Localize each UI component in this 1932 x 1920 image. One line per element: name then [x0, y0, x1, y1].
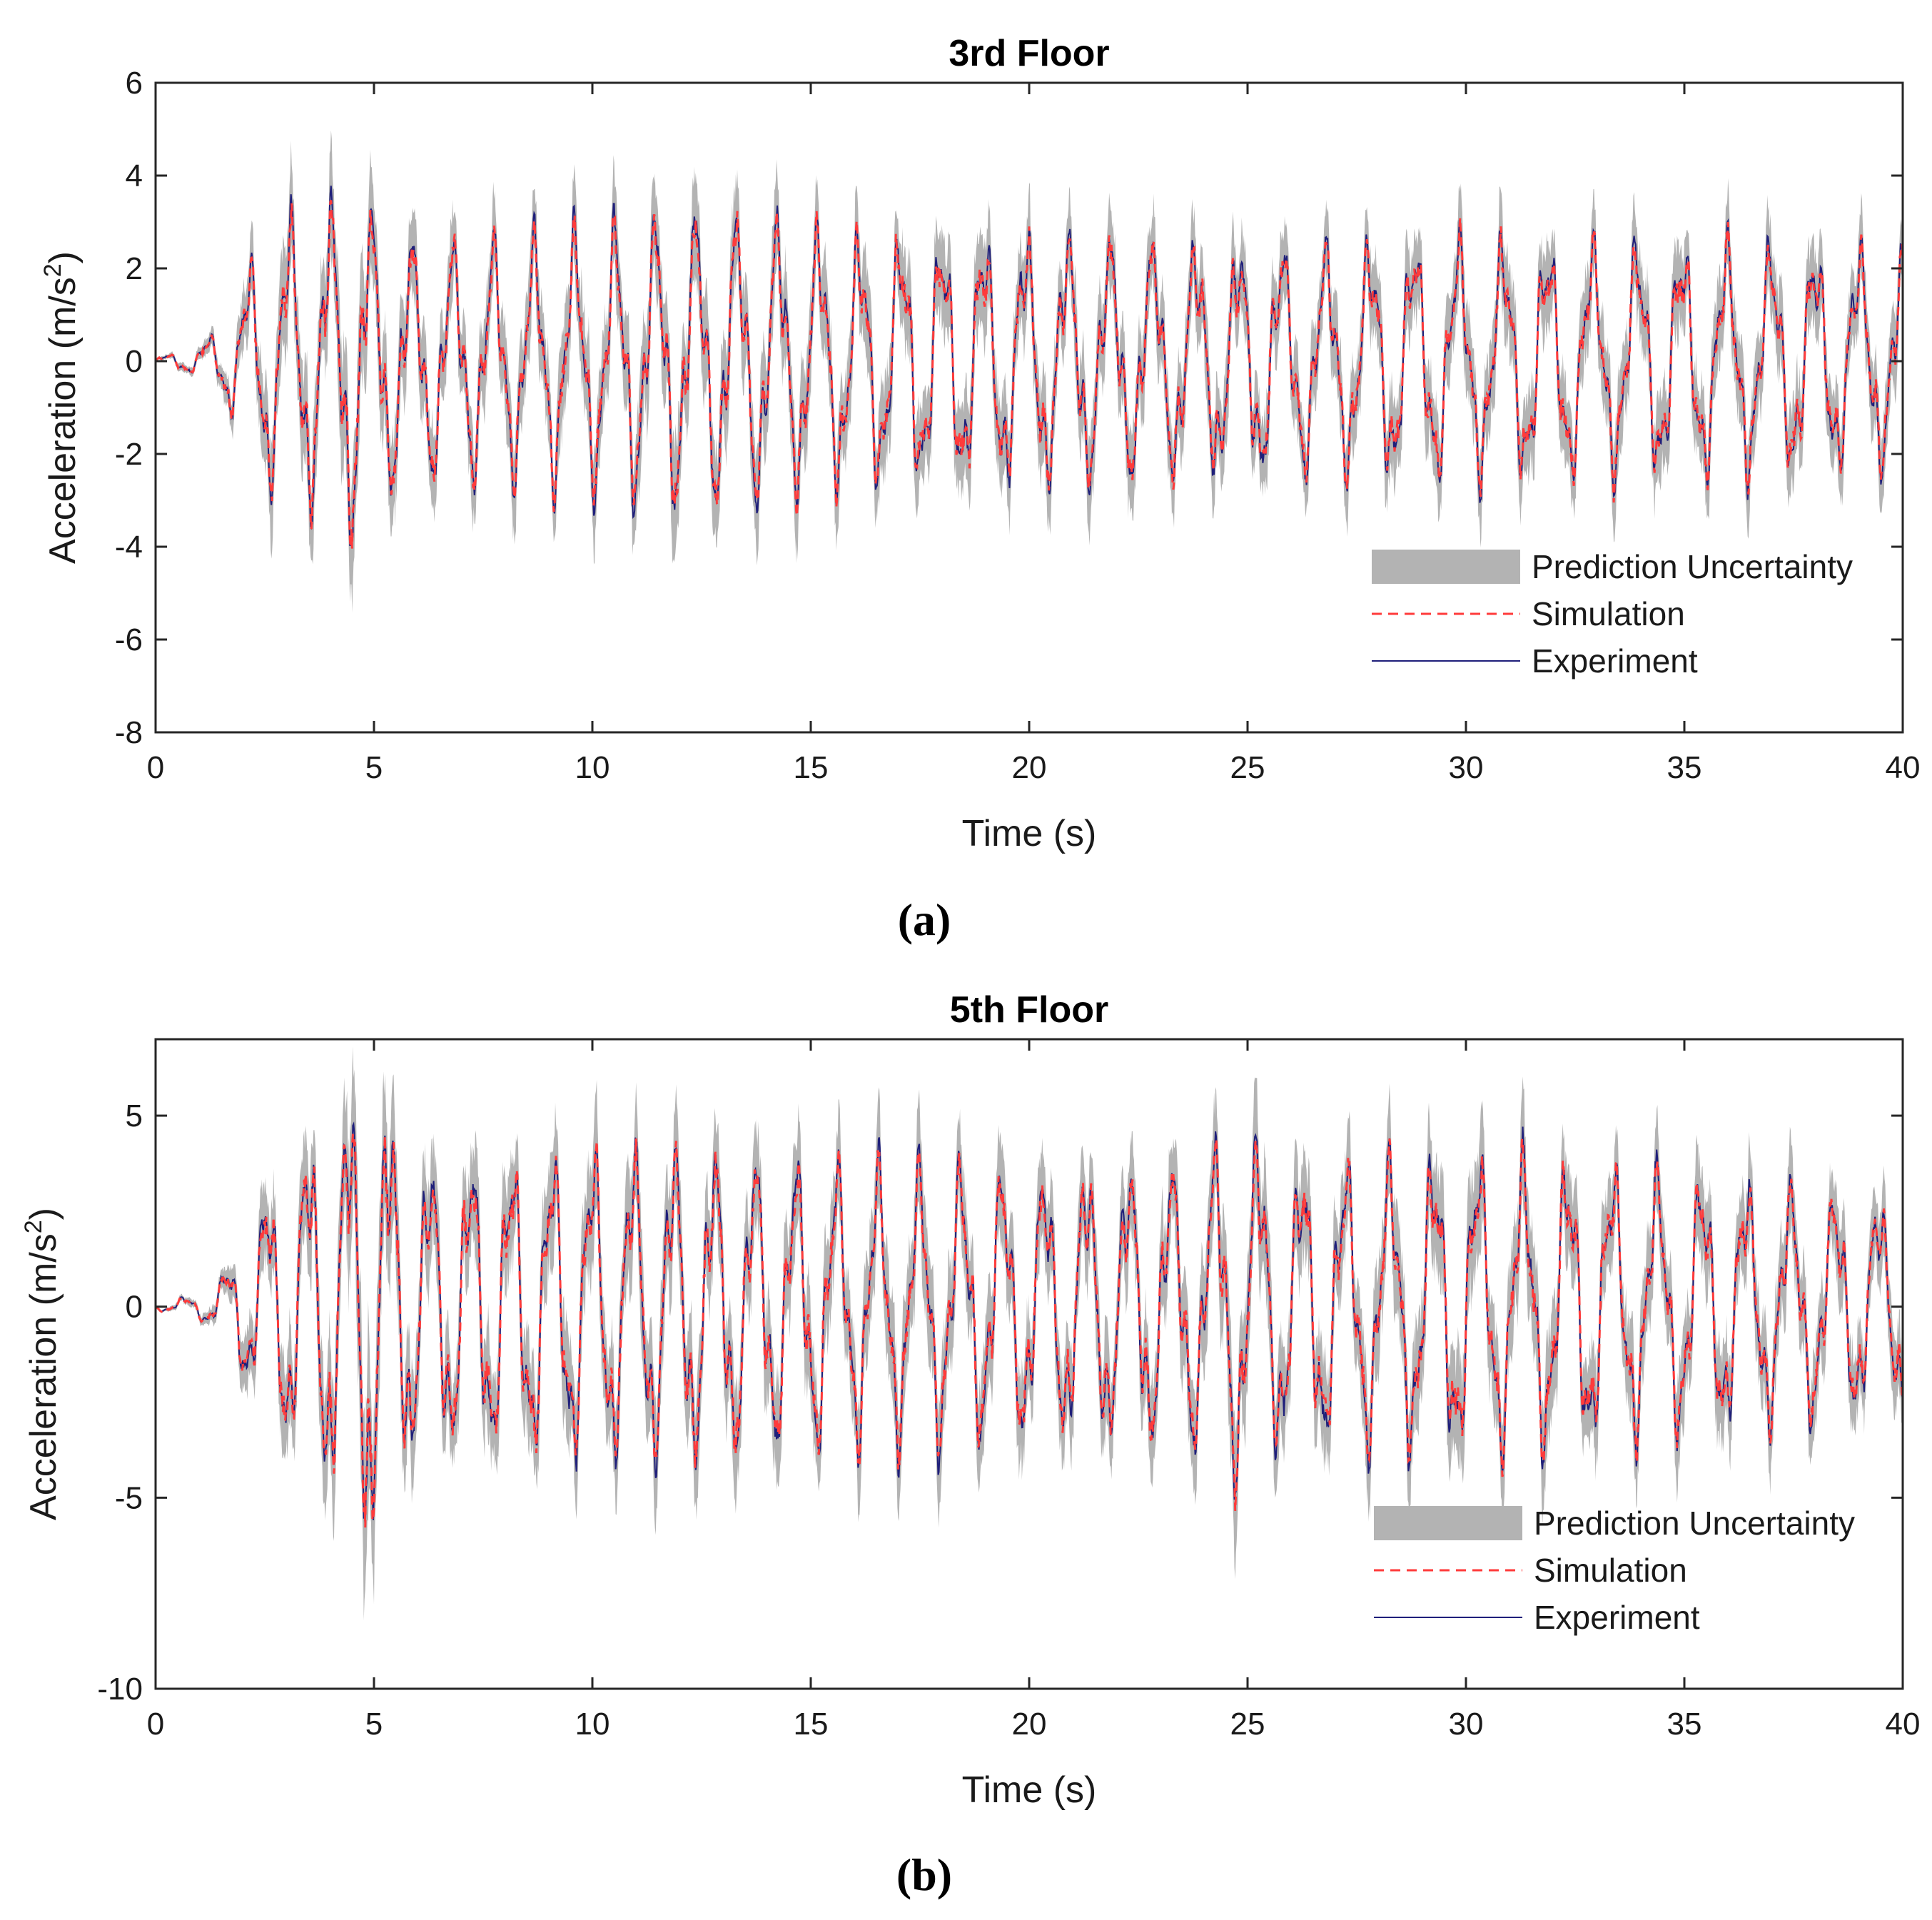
x-axis-label: Time (s) — [962, 1769, 1097, 1811]
y-tick-label: 6 — [126, 66, 143, 101]
legend: Prediction Uncertainty Simulation Experi… — [1372, 548, 1853, 679]
chart-title: 5th Floor — [950, 989, 1108, 1031]
x-tick-label: 0 — [147, 1707, 164, 1742]
x-tick-label: 30 — [1449, 1707, 1484, 1742]
legend-label-experiment: Experiment — [1534, 1599, 1700, 1636]
y-axis-label: Acceleration (m/s2) — [39, 251, 84, 564]
x-axis-label: Time (s) — [962, 813, 1097, 854]
series-simulation-line — [154, 200, 1904, 549]
y-tick-label: -5 — [115, 1480, 143, 1515]
x-tick-label: 40 — [1886, 1707, 1921, 1742]
x-tick-label: 0 — [147, 750, 164, 785]
legend-label-prediction-uncertainty: Prediction Uncertainty — [1532, 548, 1853, 585]
x-tick-label: 25 — [1230, 750, 1265, 785]
series-simulation-line — [155, 1131, 1904, 1528]
legend-label-simulation: Simulation — [1532, 595, 1685, 632]
y-tick-label: 5 — [126, 1098, 143, 1133]
y-axis-label-text: Acceleration (m/s — [23, 1233, 64, 1520]
y-axis-ticks: -10 -5 0 5 — [97, 1098, 1903, 1707]
y-axis-label: Acceleration (m/s2) — [20, 1208, 64, 1520]
x-axis-ticks: 0 5 10 15 20 25 30 35 40 — [147, 83, 1921, 785]
panel-caption: (b) — [896, 1849, 952, 1900]
y-axis-label-text: Acceleration (m/s — [42, 277, 84, 564]
x-tick-label: 5 — [365, 1707, 383, 1742]
y-tick-label: -10 — [97, 1672, 143, 1707]
x-tick-label: 25 — [1230, 1707, 1265, 1742]
y-tick-label: 4 — [126, 158, 143, 193]
x-tick-label: 10 — [575, 750, 610, 785]
panel-caption: (a) — [898, 894, 951, 945]
legend-swatch-prediction-uncertainty — [1374, 1506, 1522, 1540]
axes-frame — [154, 81, 1904, 734]
series-prediction-uncertainty-band — [156, 130, 1903, 613]
plot-area — [154, 130, 1904, 613]
x-tick-label: 10 — [575, 1707, 610, 1742]
y-tick-label: 2 — [126, 251, 143, 286]
legend-swatch-prediction-uncertainty — [1372, 550, 1520, 584]
x-tick-label: 20 — [1012, 1707, 1047, 1742]
y-tick-label: 0 — [126, 1290, 143, 1325]
legend-label-prediction-uncertainty: Prediction Uncertainty — [1534, 1505, 1855, 1542]
x-tick-label: 30 — [1449, 750, 1484, 785]
y-tick-label: -2 — [115, 437, 143, 472]
y-axis-label-sup: 2 — [20, 1220, 47, 1233]
y-axis-ticks: -8 -6 -4 -2 0 2 4 6 — [115, 66, 1903, 750]
x-tick-label: 35 — [1667, 1707, 1702, 1742]
x-axis-ticks: 0 5 10 15 20 25 30 35 40 — [147, 1039, 1921, 1742]
y-axis-label-close: ) — [23, 1208, 64, 1220]
legend: Prediction Uncertainty Simulation Experi… — [1374, 1505, 1855, 1636]
chart-title: 3rd Floor — [949, 33, 1109, 74]
x-tick-label: 5 — [365, 750, 383, 785]
y-tick-label: -8 — [115, 715, 143, 750]
series-prediction-uncertainty-band — [156, 1046, 1903, 1621]
series-experiment-line — [155, 1121, 1903, 1527]
x-tick-label: 35 — [1667, 750, 1702, 785]
y-axis-label-close: ) — [42, 251, 84, 263]
x-tick-label: 40 — [1886, 750, 1921, 785]
panel-5th-floor: 5th Floor -10 -5 0 5 0 5 10 15 20 25 30 35 40 Time … — [20, 989, 1920, 1900]
legend-label-experiment: Experiment — [1532, 642, 1698, 679]
x-tick-label: 20 — [1012, 750, 1047, 785]
x-tick-label: 15 — [794, 1707, 829, 1742]
y-tick-label: -4 — [115, 530, 143, 565]
y-tick-label: 0 — [126, 344, 143, 379]
y-tick-label: -6 — [115, 622, 143, 657]
x-tick-label: 15 — [794, 750, 829, 785]
y-axis-label-sup: 2 — [39, 263, 66, 277]
legend-label-simulation: Simulation — [1534, 1552, 1687, 1589]
plot-area — [155, 1046, 1904, 1621]
